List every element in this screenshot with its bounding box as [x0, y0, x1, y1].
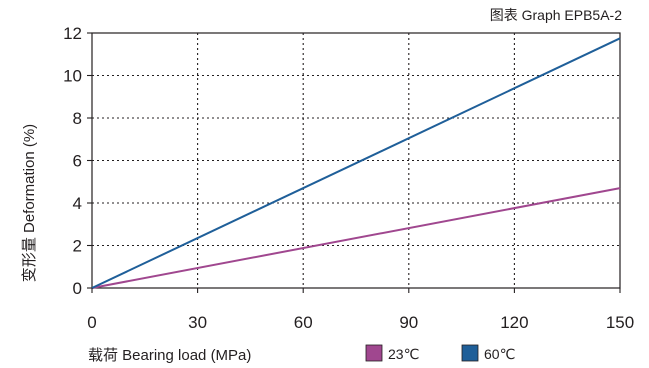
- x-tick-label: 0: [87, 313, 96, 332]
- series-line-0: [91, 187, 621, 289]
- y-tick-label: 0: [73, 279, 82, 298]
- y-axis-label: 变形量 Deformation (%): [21, 124, 38, 282]
- series-line-1: [91, 37, 621, 289]
- y-tick-label: 10: [63, 67, 82, 86]
- legend-label-23c: 23℃: [388, 346, 419, 362]
- legend: 23℃ 60℃: [365, 344, 515, 362]
- y-tick-label: 4: [73, 194, 82, 213]
- x-tick-label: 90: [399, 313, 418, 332]
- x-axis-ticks: 0 30 60 90 120 150: [87, 288, 634, 332]
- legend-swatch-23c: [365, 344, 383, 362]
- chart-title: 图表 Graph EPB5A-2: [490, 7, 622, 23]
- x-tick-label: 60: [294, 313, 313, 332]
- legend-label-60c: 60℃: [484, 346, 515, 362]
- grid: [92, 33, 620, 288]
- x-axis-label: 载荷 Bearing load (MPa): [88, 347, 251, 364]
- y-tick-label: 6: [73, 152, 82, 171]
- y-tick-label: 8: [73, 109, 82, 128]
- x-tick-label: 30: [188, 313, 207, 332]
- legend-swatch-60c: [461, 344, 479, 362]
- x-tick-label: 120: [500, 313, 528, 332]
- series-layer: [91, 37, 621, 289]
- y-tick-label: 2: [73, 237, 82, 256]
- y-axis-ticks: 0 2 4 6 8 10 12: [63, 24, 92, 298]
- y-tick-label: 12: [63, 24, 82, 43]
- x-tick-label: 150: [606, 313, 634, 332]
